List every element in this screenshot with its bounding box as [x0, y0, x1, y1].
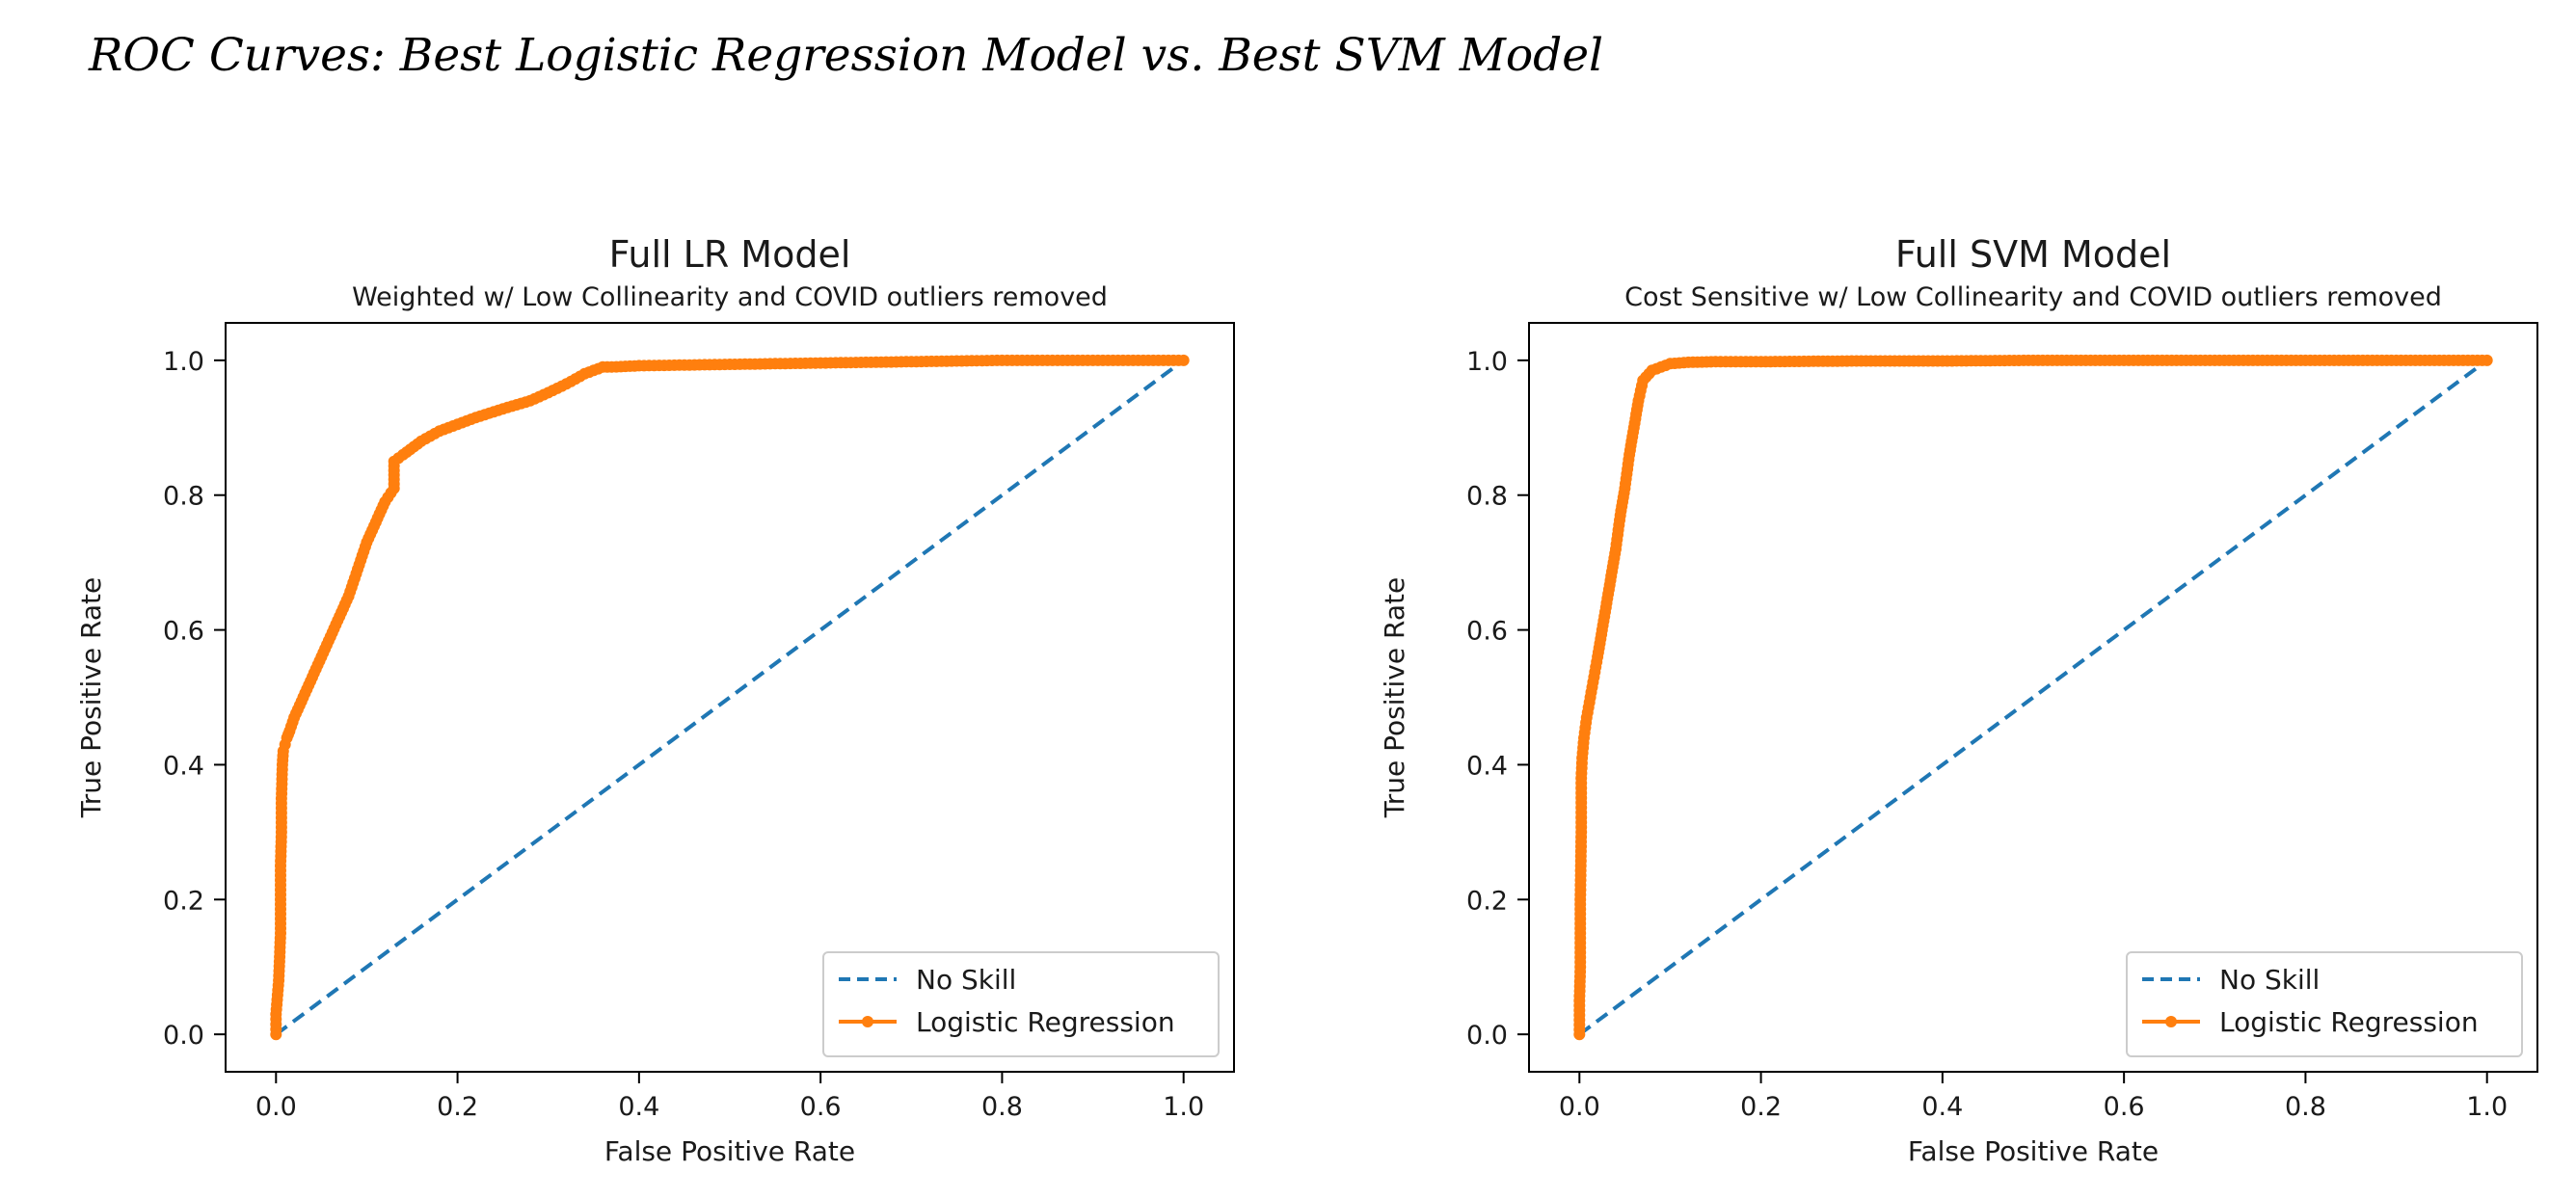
chart-0-series-model-markers	[270, 354, 1190, 1041]
chart-1-xtick-label: 1.0	[2466, 1092, 2508, 1122]
chart-1-legend-label: No Skill	[2219, 964, 2320, 996]
chart-1-legend-label: Logistic Regression	[2219, 1006, 2479, 1038]
chart-0-ytick-label: 1.0	[163, 347, 204, 377]
chart-1-xtick-label: 0.8	[2285, 1092, 2326, 1122]
chart-1-series-no-skill-line	[1578, 359, 2488, 1036]
chart-0-xtick-label: 0.2	[437, 1092, 478, 1122]
chart-0-subtitle: Weighted w/ Low Collinearity and COVID o…	[352, 282, 1108, 312]
chart-0-ytick-label: 0.8	[163, 482, 204, 512]
chart-1-subtitle: Cost Sensitive w/ Low Collinearity and C…	[1624, 282, 2442, 312]
chart-1-ytick-label: 0.8	[1466, 482, 1508, 512]
chart-1-xtick-label: 0.2	[1740, 1092, 1782, 1122]
chart-1-legend: No Skill Logistic Regression	[2126, 951, 2523, 1057]
chart-1-ytick-label: 1.0	[1466, 347, 1508, 377]
chart-0-ylabel: True Positive Rate	[75, 577, 107, 818]
chart-0-xtick-label: 0.8	[981, 1092, 1023, 1122]
chart-1-title: Full SVM Model	[1895, 233, 2171, 276]
chart-1-xtick-label: 0.4	[1921, 1092, 1963, 1122]
chart-0-xtick-label: 1.0	[1163, 1092, 1204, 1122]
chart-0-series-no-skill-line	[275, 359, 1185, 1036]
chart-1-ytick-label: 0.2	[1466, 886, 1508, 916]
chart-1-ytick-label: 0.4	[1466, 751, 1508, 781]
chart-0-xtick-label: 0.6	[800, 1092, 842, 1122]
chart-0-xtick-label: 0.4	[618, 1092, 659, 1122]
chart-1-xlabel: False Positive Rate	[1908, 1135, 2159, 1167]
chart-0-legend-label: No Skill	[916, 964, 1016, 996]
chart-0-data-point	[1177, 354, 1190, 366]
chart-0-legend-model-marker	[862, 1016, 873, 1027]
chart-0-plot-frame	[225, 322, 1235, 1073]
chart-0-xtick-label: 0.0	[255, 1092, 297, 1122]
chart-1-series-model-markers	[1573, 354, 2493, 1041]
chart-0-legend: No Skill Logistic Regression	[822, 951, 1220, 1057]
chart-1-xtick-label: 0.0	[1559, 1092, 1600, 1122]
chart-0-xlabel: False Positive Rate	[604, 1135, 855, 1167]
chart-1-data-point	[2481, 354, 2493, 366]
chart-1-legend-box	[2126, 951, 2523, 1057]
chart-0-legend-box	[822, 951, 1220, 1057]
chart-0-ytick-label: 0.4	[163, 751, 204, 781]
page-heading: ROC Curves: Best Logistic Regression Mod…	[89, 29, 1604, 82]
chart-1-ylabel: True Positive Rate	[1379, 577, 1410, 818]
chart-0-ytick-label: 0.0	[163, 1021, 204, 1051]
chart-full-lr-model: Full LR Model Weighted w/ Low Collinearit…	[75, 233, 1235, 1167]
chart-1-legend-model-marker	[2165, 1016, 2177, 1027]
chart-0-legend-label: Logistic Regression	[916, 1006, 1175, 1038]
chart-0-title: Full LR Model	[609, 233, 851, 276]
chart-0-ytick-label: 0.6	[163, 617, 204, 647]
chart-1-ytick-label: 0.6	[1466, 617, 1508, 647]
chart-1-xtick-label: 0.6	[2104, 1092, 2145, 1122]
chart-1-ytick-label: 0.0	[1466, 1021, 1508, 1051]
chart-1-plot-frame	[1528, 322, 2538, 1073]
chart-0-ytick-label: 0.2	[163, 886, 204, 916]
